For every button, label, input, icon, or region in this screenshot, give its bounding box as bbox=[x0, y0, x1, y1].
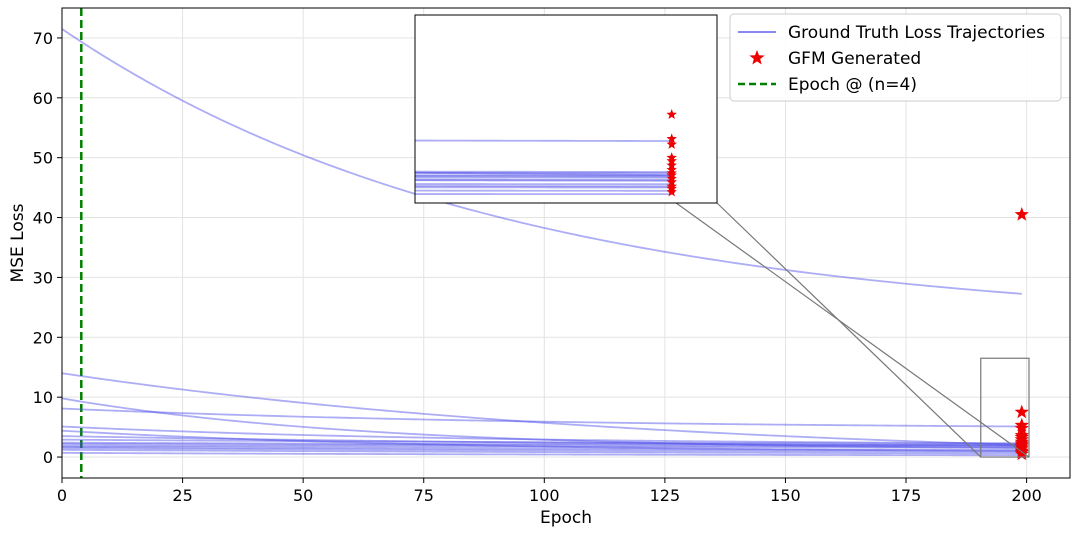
generated-point bbox=[1014, 404, 1029, 419]
inset-generated-point bbox=[666, 138, 677, 149]
trajectory-line bbox=[62, 448, 1022, 455]
y-axis-title: MSE Loss bbox=[8, 203, 28, 282]
x-tick-label: 125 bbox=[650, 486, 681, 505]
trajectory-lines bbox=[62, 28, 1022, 457]
y-tick-label: 0 bbox=[43, 448, 53, 467]
trajectory-line bbox=[62, 435, 1022, 447]
generated-point bbox=[1014, 446, 1029, 461]
trajectory-line bbox=[62, 447, 1022, 453]
inset-background bbox=[415, 15, 717, 203]
x-tick-label: 75 bbox=[414, 486, 434, 505]
trajectory-line bbox=[62, 429, 1022, 452]
generated-point bbox=[1014, 207, 1029, 221]
x-tick-label: 0 bbox=[57, 486, 67, 505]
y-tick-label: 40 bbox=[33, 209, 53, 228]
x-tick-label: 200 bbox=[1011, 486, 1042, 505]
trajectory-line bbox=[62, 438, 1022, 445]
x-tick-label: 25 bbox=[172, 486, 192, 505]
zoom-connector-line bbox=[716, 202, 982, 458]
inset-trajectory-line bbox=[415, 179, 672, 182]
inset-trajectory-line bbox=[415, 171, 672, 176]
legend-star-swatch bbox=[749, 50, 765, 65]
trajectory-line bbox=[62, 28, 1022, 295]
trajectory-line bbox=[62, 442, 1022, 448]
legend: Ground Truth Loss Trajectories GFM Gener… bbox=[729, 13, 1062, 102]
y-tick-label: 70 bbox=[33, 29, 53, 48]
generated-point bbox=[1014, 420, 1029, 435]
zoom-inset bbox=[414, 14, 718, 204]
inset-content bbox=[415, 109, 677, 197]
trajectory-line bbox=[62, 397, 1022, 449]
trajectory-line bbox=[62, 444, 1022, 449]
trajectory-line bbox=[62, 445, 1022, 451]
y-tick-label: 50 bbox=[33, 149, 53, 168]
inset-generated-point bbox=[666, 186, 677, 197]
trajectory-line bbox=[62, 407, 1022, 428]
y-axis-ticks: 0 10 20 30 40 50 60 70 bbox=[33, 29, 62, 467]
x-axis-ticks: 0 25 50 75 100 125 150 175 200 bbox=[57, 478, 1042, 505]
y-tick-label: 20 bbox=[33, 328, 53, 347]
x-tick-label: 50 bbox=[293, 486, 313, 505]
y-tick-label: 30 bbox=[33, 268, 53, 287]
zoom-source-box bbox=[980, 357, 1030, 458]
legend-label-ground-truth: Ground Truth Loss Trajectories bbox=[788, 23, 1045, 43]
legend-label-epoch: Epoch @ (n=4) bbox=[788, 75, 917, 95]
legend-box bbox=[729, 13, 1062, 102]
inset-generated-point bbox=[666, 109, 677, 119]
y-tick-label: 60 bbox=[33, 89, 53, 108]
x-tick-label: 100 bbox=[529, 486, 560, 505]
x-tick-label: 175 bbox=[891, 486, 922, 505]
inset-generated-point bbox=[666, 133, 677, 144]
x-tick-label: 150 bbox=[770, 486, 801, 505]
inset-frame bbox=[414, 14, 718, 204]
plot-frame bbox=[61, 7, 1071, 479]
trajectory-line bbox=[62, 451, 1022, 457]
trajectory-line bbox=[62, 372, 1022, 446]
x-axis-title: Epoch bbox=[540, 508, 592, 528]
trajectory-line bbox=[62, 441, 1022, 446]
y-tick-label: 10 bbox=[33, 388, 53, 407]
legend-label-generated: GFM Generated bbox=[788, 49, 921, 69]
trajectory-line bbox=[62, 425, 1022, 445]
